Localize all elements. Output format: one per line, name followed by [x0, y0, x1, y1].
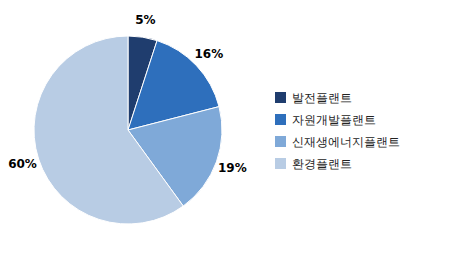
legend-label: 자원개발플랜트 — [292, 113, 376, 127]
pie-slice — [34, 36, 183, 224]
legend-label: 발전플랜트 — [292, 91, 352, 105]
pie — [34, 36, 222, 224]
data-labels: 5% 16% 19% 60% — [8, 13, 247, 174]
legend-label: 환경플랜트 — [292, 157, 352, 171]
data-label: 19% — [218, 161, 247, 175]
chart-container: 5% 16% 19% 60% 발전플랜트자원개발플랜트신재생에너지플랜트환경플랜트 — [0, 0, 459, 261]
legend-swatch — [275, 114, 286, 125]
legend-swatch — [275, 136, 286, 147]
data-label: 60% — [8, 157, 37, 171]
data-label: 16% — [194, 47, 223, 61]
chart-svg: 5% 16% 19% 60% 발전플랜트자원개발플랜트신재생에너지플랜트환경플랜트 — [0, 0, 459, 261]
legend-swatch — [275, 158, 286, 169]
legend-swatch — [275, 92, 286, 103]
legend-label: 신재생에너지플랜트 — [292, 135, 400, 149]
data-label: 5% — [135, 13, 155, 27]
legend: 발전플랜트자원개발플랜트신재생에너지플랜트환경플랜트 — [275, 91, 400, 171]
